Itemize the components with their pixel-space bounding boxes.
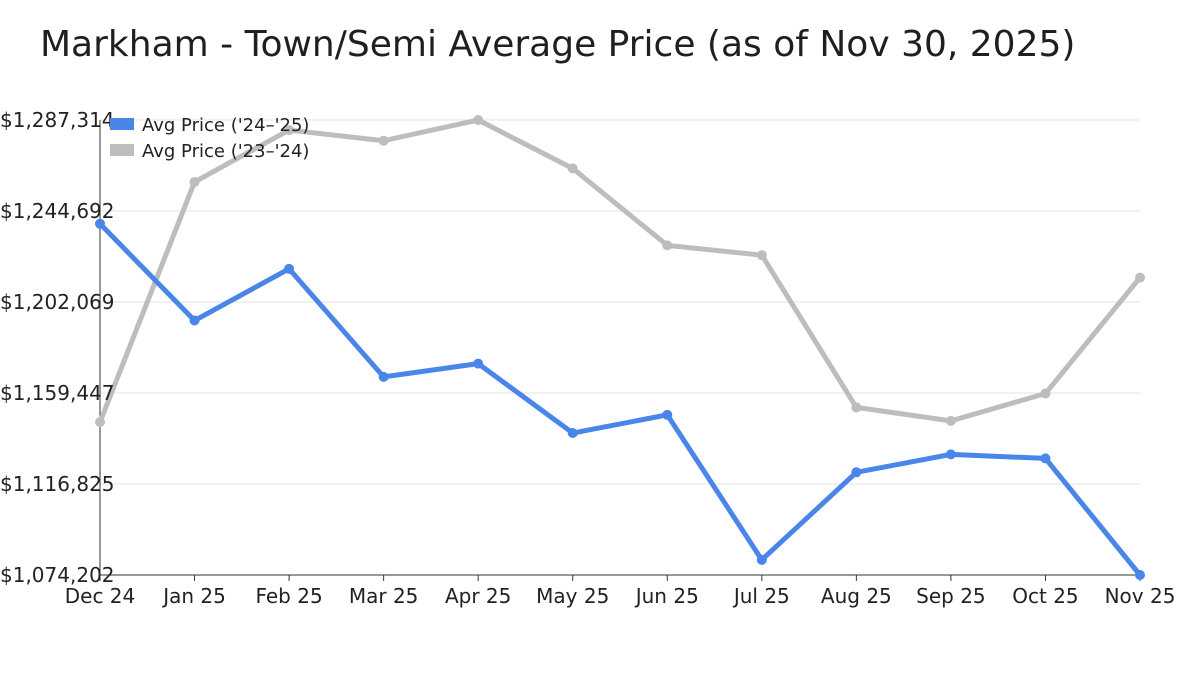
- y-tick-label: $1,202,069: [0, 290, 115, 314]
- data-point: [567, 428, 578, 439]
- data-point: [284, 263, 295, 274]
- data-point: [95, 417, 105, 428]
- y-tick-label: $1,244,692: [0, 199, 115, 223]
- data-point: [567, 163, 578, 174]
- data-point: [851, 402, 862, 413]
- data-point: [95, 218, 105, 229]
- legend-swatch: [110, 144, 134, 156]
- data-point: [189, 176, 200, 187]
- series-lines: [95, 115, 1145, 580]
- legend-label: Avg Price ('23–'24): [142, 141, 309, 162]
- y-tick-label: $1,159,447: [0, 381, 115, 405]
- x-tick-label: Apr 25: [445, 584, 511, 608]
- data-point: [284, 125, 295, 136]
- x-tick-label: Feb 25: [255, 584, 322, 608]
- data-point: [189, 315, 200, 326]
- series-line: [97, 221, 1143, 578]
- x-tick-label: May 25: [536, 584, 609, 608]
- x-tick-label: Sep 25: [916, 584, 986, 608]
- legend: Avg Price ('24–'25) Avg Price ('23–'24): [110, 115, 309, 162]
- chart-title: Markham - Town/Semi Average Price (as of…: [40, 24, 1076, 65]
- y-tick-label: $1,074,202: [0, 563, 115, 587]
- data-point: [1135, 272, 1145, 283]
- y-tick-labels: $1,074,202 $1,116,825 $1,159,447 $1,202,069…: [0, 108, 115, 587]
- data-point: [945, 415, 956, 426]
- data-point: [851, 467, 862, 478]
- data-point: [662, 240, 673, 251]
- x-tick-label: Aug 25: [821, 584, 892, 608]
- x-tick-label: Nov 25: [1105, 584, 1176, 608]
- y-tick-label: $1,116,825: [0, 472, 115, 496]
- data-point: [945, 449, 956, 460]
- x-tick-label: Dec 24: [65, 584, 136, 608]
- gridlines: [100, 119, 1140, 485]
- x-tick-label: Mar 25: [349, 584, 419, 608]
- x-tick-labels: Dec 24 Jan 25 Feb 25 Mar 25 Apr 25 May 25 Jun …: [65, 584, 1176, 608]
- axes: [99, 120, 1141, 581]
- series-line: [97, 117, 1143, 425]
- data-point: [473, 358, 484, 369]
- data-point: [1135, 570, 1145, 580]
- x-tick-label: Jan 25: [161, 584, 226, 608]
- data-point: [756, 250, 767, 261]
- y-tick-label: $1,287,314: [0, 108, 115, 132]
- data-point: [1040, 453, 1051, 464]
- legend-label: Avg Price ('24–'25): [142, 115, 309, 136]
- data-point: [756, 554, 767, 565]
- x-tick-label: Jul 25: [732, 584, 790, 608]
- data-point: [378, 371, 389, 382]
- data-point: [473, 115, 484, 125]
- data-point: [1040, 388, 1051, 399]
- x-tick-label: Jun 25: [634, 584, 699, 608]
- data-point: [662, 409, 673, 420]
- data-point: [378, 135, 389, 146]
- x-tick-label: Oct 25: [1012, 584, 1078, 608]
- legend-swatch: [110, 118, 134, 130]
